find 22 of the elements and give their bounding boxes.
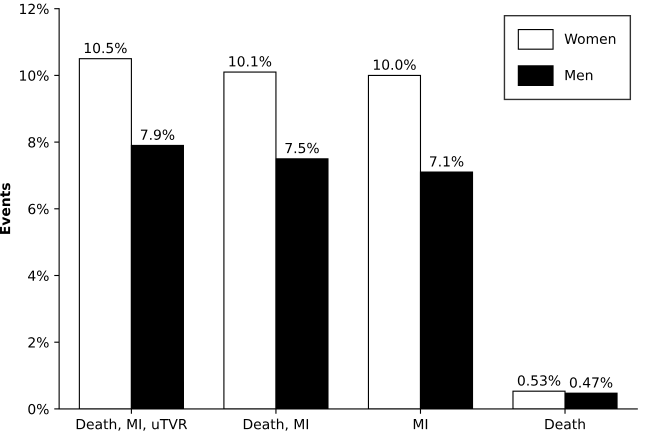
x-tick-label: Death, MI, uTVR [76,418,188,431]
data-label: 7.9% [140,129,174,140]
y-axis-title: Events [0,183,10,234]
data-label: 7.1% [430,156,464,167]
data-label: 0.47% [570,377,612,388]
x-tick-label: Death, MI [244,418,308,431]
data-label: 7.5% [285,142,319,154]
y-tick-label: 4% [28,270,49,281]
y-tick-label: 2% [28,337,49,348]
x-tick-label: MI [414,419,428,430]
data-label: 10.0% [374,59,416,70]
legend-label: Men [566,70,592,80]
x-tick-label: Death [545,418,585,430]
y-tick-label: 8% [28,137,49,148]
data-label: 10.1% [229,56,272,67]
y-tick-label: 0% [28,404,49,414]
y-tick-label: 10% [20,70,49,81]
y-tick-label: 6% [28,204,49,214]
data-label: 0.53% [518,375,560,386]
data-label: 10.5% [84,42,127,54]
legend-label: Women [564,34,616,44]
y-tick-label: 12% [20,4,49,14]
